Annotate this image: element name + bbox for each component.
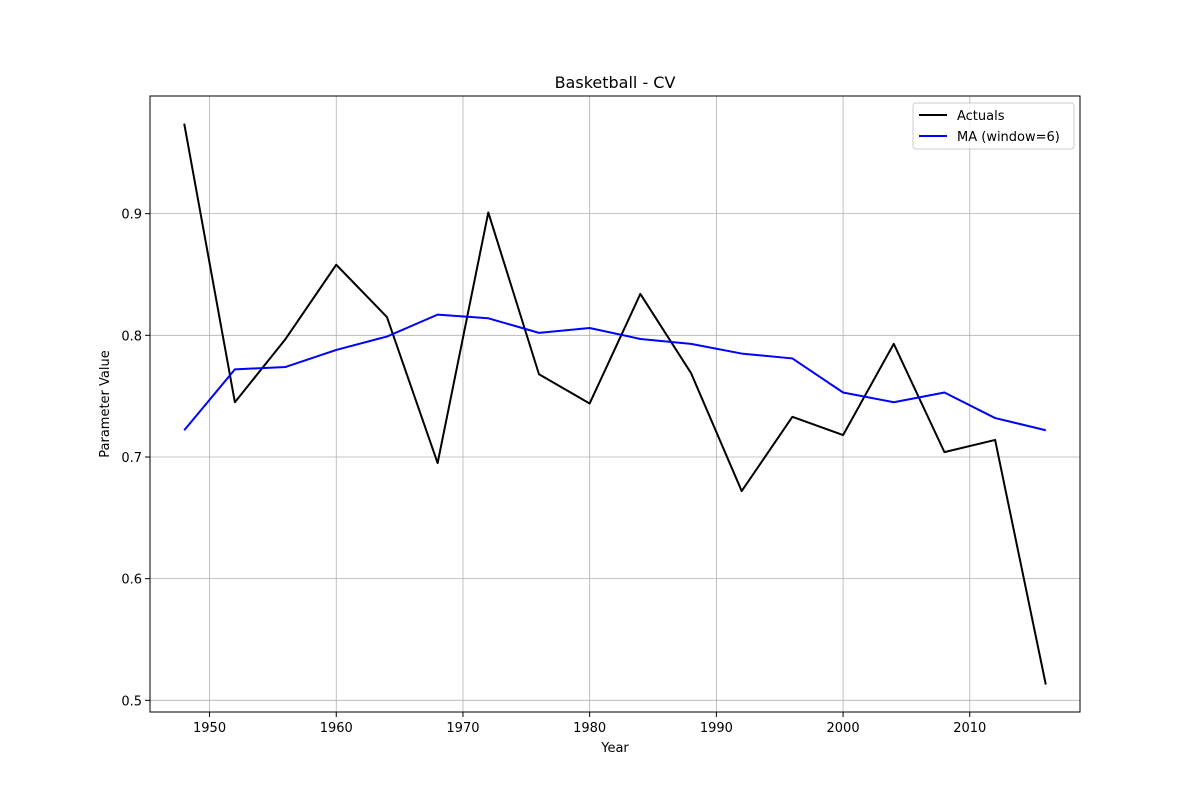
x-tick-label: 1990 xyxy=(700,721,733,736)
x-tick-label: 2000 xyxy=(827,721,860,736)
x-axis-label: Year xyxy=(600,741,629,756)
series-line-ma-window-6 xyxy=(183,313,1047,432)
legend: Actuals MA (window=6) xyxy=(912,102,1075,150)
y-tick-label: 0.5 xyxy=(121,694,142,709)
grid xyxy=(150,96,1080,712)
series-lines xyxy=(183,123,1047,685)
legend-box xyxy=(912,102,1075,150)
y-axis-label: Parameter Value xyxy=(98,350,113,457)
y-tick-label: 0.8 xyxy=(121,329,142,344)
y-tick-label: 0.6 xyxy=(121,573,142,588)
y-tick-label: 0.9 xyxy=(121,208,142,223)
x-tick-label: 1980 xyxy=(573,721,606,736)
x-tick-label: 1960 xyxy=(320,721,353,736)
legend-label-actuals: Actuals xyxy=(957,109,1005,124)
plot-area-frame xyxy=(149,95,1081,713)
axis-ticks: 1950 1960 1970 1980 1990 2000 2010 0.5 0.6 0.7 0.8… xyxy=(121,208,986,736)
x-tick-label: 1950 xyxy=(193,721,226,736)
x-tick-label: 1970 xyxy=(446,721,479,736)
x-tick-label: 2010 xyxy=(953,721,986,736)
chart-title: Basketball - CV xyxy=(555,73,676,92)
legend-label-moving-average: MA (window=6) xyxy=(957,130,1060,145)
series-line-actuals xyxy=(183,123,1047,685)
y-tick-label: 0.7 xyxy=(121,451,142,466)
